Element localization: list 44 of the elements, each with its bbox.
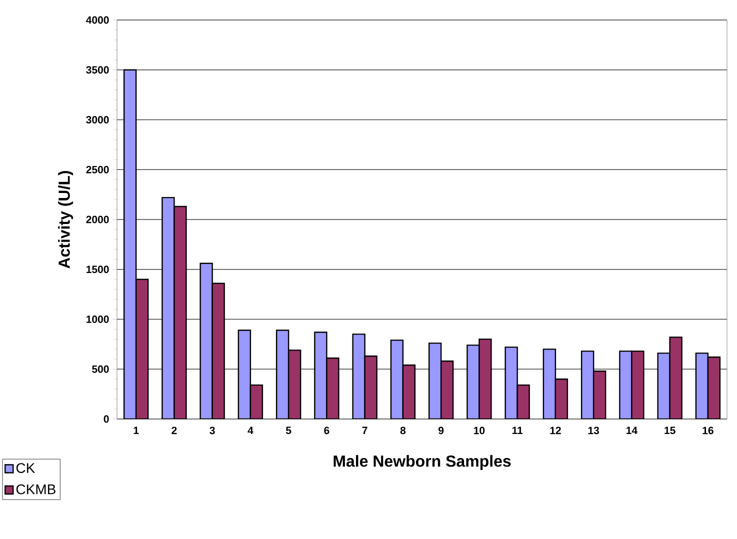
- x-tick-label: 8: [400, 426, 406, 434]
- x-tick-label: 9: [438, 426, 444, 434]
- bar: [592, 370, 606, 419]
- x-tick-label: 13: [588, 426, 600, 434]
- x-tick-label: 15: [664, 426, 676, 434]
- x-tick-label: 10: [474, 426, 485, 434]
- x-tick-label: 14: [626, 426, 638, 434]
- x-tick-label: 12: [550, 426, 561, 434]
- y-tick-label: 1000: [86, 316, 109, 323]
- x-tick-label: 1: [134, 426, 139, 434]
- bar: [440, 360, 454, 419]
- legend-label: CKMB: [16, 484, 56, 494]
- y-tick-label: 0: [104, 415, 109, 423]
- bar: [288, 350, 302, 419]
- bar: [695, 352, 709, 419]
- x-tick-label: 2: [172, 426, 177, 434]
- bar: [707, 356, 721, 419]
- bar: [238, 330, 252, 419]
- y-tick-label: 2500: [86, 166, 109, 174]
- legend-label: CK: [16, 463, 36, 474]
- x-tick-label: 3: [210, 426, 215, 434]
- y-tick-label: 3000: [86, 116, 109, 124]
- x-tick-label: 5: [286, 426, 292, 434]
- bar: [123, 69, 137, 419]
- bar: [554, 378, 568, 419]
- x-tick-label: 11: [512, 426, 523, 434]
- bar: [135, 278, 149, 419]
- y-tick-label: 4000: [86, 16, 109, 24]
- bar: [402, 364, 416, 419]
- bar: [428, 342, 442, 419]
- y-tick-label: 500: [92, 365, 109, 373]
- x-tick-label: 6: [324, 426, 330, 434]
- bar: [276, 330, 290, 419]
- y-tick-label: 3500: [86, 66, 109, 74]
- x-tick-label: 7: [362, 426, 368, 434]
- bar: [542, 348, 556, 419]
- y-tick-label: 1500: [86, 266, 109, 274]
- x-tick-label: 16: [702, 426, 714, 434]
- x-tick-label: 4: [248, 426, 254, 434]
- y-axis-title: Activity (U/L): [58, 170, 74, 268]
- bar: [580, 350, 594, 419]
- bar: [390, 340, 404, 419]
- y-tick-label: 2000: [86, 216, 109, 224]
- x-axis-title: Male Newborn Samples: [334, 455, 511, 470]
